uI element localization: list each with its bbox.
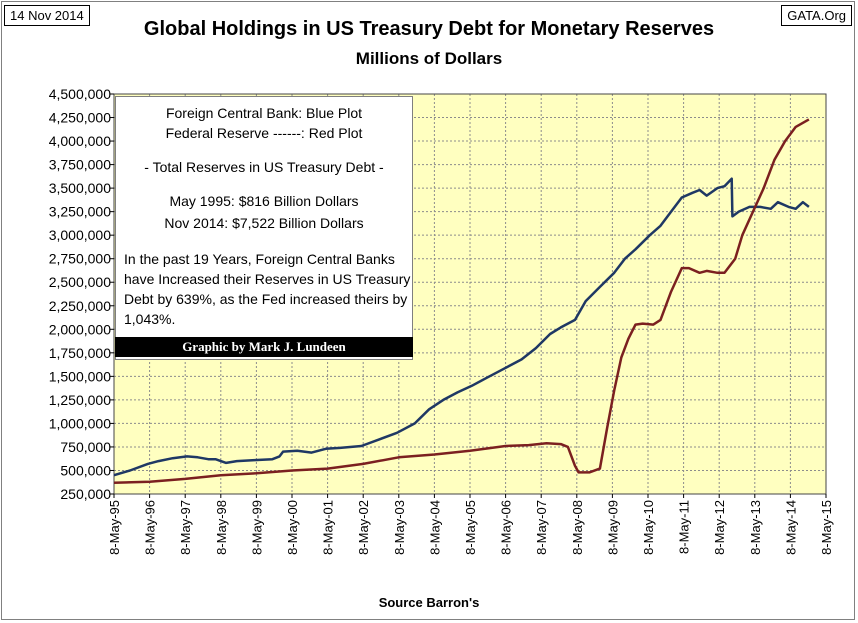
series-line-fed (113, 118, 810, 484)
x-tick-label-19: 8-May-14 (783, 500, 798, 555)
y-tick-label-6: 1,750,000 (49, 345, 111, 361)
x-tick-label-9: 8-May-04 (427, 500, 442, 555)
x-tick-label-20: 8-May-15 (819, 500, 834, 555)
x-tick-label-2: 8-May-97 (178, 500, 193, 555)
series-line-foreign (113, 177, 810, 477)
y-tick-label-9: 2,500,000 (49, 274, 111, 290)
x-tick-label-7: 8-May-02 (356, 500, 371, 555)
x-tick-label-6: 8-May-01 (321, 500, 336, 555)
legend-may-1995: May 1995: $816 Billion Dollars (169, 193, 359, 209)
x-tick-label-16: 8-May-11 (677, 500, 692, 554)
y-tick-label-2: 750,000 (60, 439, 111, 455)
x-tick-label-14: 8-May-09 (605, 500, 620, 555)
y-tick-label-16: 4,250,000 (49, 110, 111, 126)
chart-subtitle: Millions of Dollars (355, 49, 503, 68)
site-label: GATA.Org (781, 5, 852, 26)
x-tick-label-18: 8-May-13 (748, 500, 763, 555)
legend-line-foreign: Foreign Central Bank: Blue Plot (165, 105, 363, 121)
x-tick-label-3: 8-May-98 (214, 500, 229, 555)
x-tick-label-11: 8-May-06 (499, 500, 514, 555)
source-label: Source Barron's (378, 595, 480, 610)
legend-nov-2014: Nov 2014: $7,522 Billion Dollars (164, 215, 364, 231)
y-tick-label-8: 2,250,000 (49, 298, 111, 314)
y-tick-label-12: 3,250,000 (49, 204, 111, 220)
x-tick-label-8: 8-May-03 (392, 500, 407, 555)
y-tick-label-0: 250,000 (60, 486, 111, 502)
x-tick-label-1: 8-May-96 (143, 500, 158, 555)
y-tick-label-3: 1,000,000 (49, 415, 111, 431)
chart-title: Global Holdings in US Treasury Debt for … (143, 18, 715, 40)
y-tick-label-14: 3,750,000 (49, 157, 111, 173)
y-tick-label-4: 1,250,000 (49, 392, 111, 408)
date-label: 14 Nov 2014 (4, 5, 90, 26)
y-tick-label-13: 3,500,000 (49, 180, 111, 196)
x-tick-label-10: 8-May-05 (463, 500, 478, 555)
y-tick-label-15: 4,000,000 (49, 133, 111, 149)
graphic-credit: Graphic by Mark J. Lundeen (115, 337, 413, 357)
x-tick-label-0: 8-May-95 (107, 500, 122, 555)
legend-paragraph: In the past 19 Years, Foreign Central Ba… (124, 251, 411, 327)
legend-line-fed: Federal Reserve ------: Red Plot (165, 125, 363, 141)
y-tick-label-1: 500,000 (60, 462, 111, 478)
legend-box: Foreign Central Bank: Blue Plot Federal … (115, 96, 413, 360)
y-tick-label-11: 3,000,000 (49, 227, 111, 243)
y-tick-label-10: 2,750,000 (49, 251, 111, 267)
y-tick-label-5: 1,500,000 (49, 368, 111, 384)
x-tick-label-15: 8-May-10 (641, 500, 656, 555)
y-tick-label-17: 4,500,000 (49, 86, 111, 102)
legend-total-heading: - Total Reserves in US Treasury Debt - (144, 159, 384, 175)
x-tick-label-12: 8-May-07 (534, 500, 549, 555)
x-tick-label-17: 8-May-12 (712, 500, 727, 555)
x-tick-label-13: 8-May-08 (570, 500, 585, 555)
x-tick-label-5: 8-May-00 (285, 500, 300, 555)
x-tick-label-4: 8-May-99 (249, 500, 264, 555)
y-tick-label-7: 2,000,000 (49, 321, 111, 337)
